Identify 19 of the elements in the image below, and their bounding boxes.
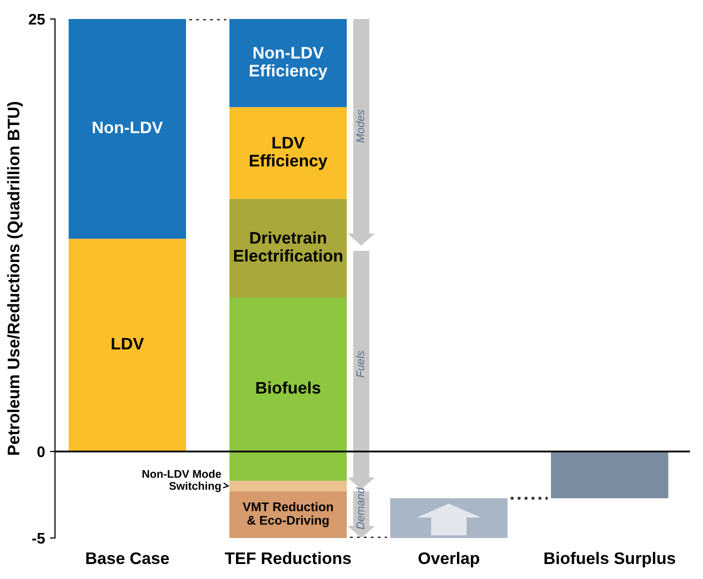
series-label: Non-LDV Mode Switching	[142, 470, 222, 492]
y-tick-label: 0	[37, 446, 45, 458]
x-tick-label: Biofuels Surplus	[544, 552, 676, 568]
y-axis-title: Petroleum Use/Reductions (Quadrillion BTU)	[7, 102, 23, 455]
y-tick-label: -5	[32, 533, 45, 544]
x-tick-label: TEF Reductions	[224, 552, 351, 564]
series-label: Non-LDV Efficiency	[250, 46, 328, 80]
y-tick-label: 25	[28, 14, 45, 25]
series-label: LDV	[112, 338, 144, 350]
series-label: Biofuels	[256, 381, 320, 394]
x-tick-label: Base Case	[86, 552, 169, 564]
series-label: LDV Efficiency	[250, 136, 328, 170]
x-tick-label: Overlap	[418, 552, 480, 568]
series-label: Drivetrain Electrification	[234, 231, 342, 262]
series-label: Non-LDV	[92, 122, 163, 134]
series-label: VMT Reduction & Eco-Driving	[242, 502, 333, 528]
annotation: Modes	[356, 110, 364, 143]
annotation: Demand	[356, 487, 364, 530]
annotation: Fuels	[356, 350, 364, 378]
